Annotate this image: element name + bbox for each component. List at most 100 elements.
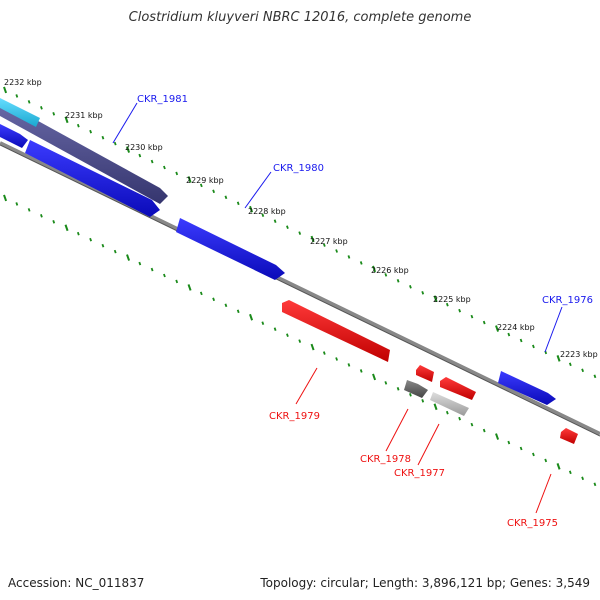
kbp-label: 2226 kbp <box>371 266 409 275</box>
kbp-label: 2225 kbp <box>433 295 471 304</box>
scale-tick <box>593 482 597 487</box>
scale-tick <box>409 285 412 289</box>
scale-tick <box>384 381 388 385</box>
kbp-label: 2223 kbp <box>560 350 598 359</box>
scale-tick <box>52 220 56 224</box>
scale-tick <box>495 325 500 332</box>
scale-tick <box>199 183 203 188</box>
lower-scale-ticks <box>3 194 597 487</box>
scale-tick <box>532 452 535 457</box>
scale-tick <box>298 231 302 235</box>
scale-tick <box>335 357 338 361</box>
scale-tick <box>421 398 425 403</box>
scale-tick <box>199 291 203 296</box>
scale-tick <box>372 265 377 273</box>
scale-tick <box>3 86 8 94</box>
scale-tick <box>224 195 228 200</box>
gene-label-ckr-1979[interactable]: CKR_1979 <box>269 411 320 422</box>
genome-summary-text: Topology: circular; Length: 3,896,121 bp… <box>260 576 590 590</box>
gene-label-leaders <box>112 102 563 514</box>
scale-tick <box>470 314 474 319</box>
gene-ckr-1978-b[interactable] <box>416 365 434 382</box>
gene-ckr-1977[interactable] <box>440 377 476 400</box>
scale-tick <box>249 205 254 213</box>
scale-tick <box>212 189 215 194</box>
scale-tick <box>445 302 449 307</box>
gene-ckr-1977-b[interactable] <box>430 392 469 416</box>
kbp-label: 2227 kbp <box>310 237 348 246</box>
scale-tick <box>495 433 500 440</box>
scale-tick <box>273 219 277 223</box>
scale-tick <box>113 141 117 146</box>
scale-tick <box>273 327 277 331</box>
genome-backbone <box>0 141 600 436</box>
scale-tick <box>298 339 302 343</box>
scale-tick <box>101 243 105 248</box>
scale-tick <box>593 374 597 379</box>
scale-tick <box>482 320 486 325</box>
scale-tick <box>568 362 572 367</box>
gene-ckr-1980[interactable] <box>176 218 285 280</box>
scale-tick <box>113 249 117 254</box>
scale-tick <box>76 231 80 236</box>
gene-label-ckr-1975[interactable]: CKR_1975 <box>507 518 558 529</box>
gene-forward-left[interactable] <box>0 124 28 148</box>
scale-tick <box>187 284 192 291</box>
scale-tick <box>409 393 412 397</box>
scale-tick <box>556 355 561 362</box>
scale-tick <box>335 249 338 253</box>
scale-tick <box>507 440 511 445</box>
gene-ckr-1979[interactable] <box>282 300 390 362</box>
scale-tick <box>236 201 240 206</box>
gene-label-ckr-1976[interactable]: CKR_1976 <box>542 295 593 306</box>
gene-ckr-1981[interactable] <box>0 100 168 204</box>
scale-tick <box>249 313 254 321</box>
scale-tick <box>175 171 179 176</box>
scale-tick <box>150 159 154 164</box>
scale-tick <box>150 267 154 272</box>
scale-tick <box>458 416 461 421</box>
scale-tick <box>359 261 363 265</box>
upper-scale-ticks <box>3 86 597 379</box>
scale-tick <box>445 410 449 415</box>
kbp-label: 2232 kbp <box>4 78 42 87</box>
scale-tick <box>52 112 56 116</box>
scale-tick <box>76 123 80 128</box>
scale-tick <box>138 261 142 266</box>
gene-label-ckr-1981[interactable]: CKR_1981 <box>137 94 188 105</box>
gene-label-ckr-1978[interactable]: CKR_1978 <box>360 454 411 465</box>
scale-tick <box>322 351 326 355</box>
scale-tick <box>89 237 92 242</box>
gene-label-ckr-1980[interactable]: CKR_1980 <box>273 163 324 174</box>
scale-tick <box>40 214 43 218</box>
scale-tick <box>322 243 326 247</box>
map-title: Clostridium kluyveri NBRC 12016, complet… <box>128 10 472 25</box>
scale-tick <box>261 213 265 218</box>
scale-tick <box>581 476 584 481</box>
kbp-label: 2229 kbp <box>186 176 224 185</box>
gene-ckr-1978[interactable] <box>404 380 428 398</box>
gene-forward-a[interactable] <box>25 140 160 217</box>
scale-tick <box>310 235 315 243</box>
scale-tick <box>163 165 166 170</box>
scale-tick <box>556 463 561 470</box>
scale-tick <box>64 116 69 124</box>
gene-cyan-feature[interactable] <box>0 98 40 127</box>
scale-tick <box>187 176 192 183</box>
gene-ckr-1976[interactable] <box>498 371 556 405</box>
scale-tick <box>286 333 289 337</box>
scale-tick <box>519 446 523 451</box>
scale-tick <box>138 153 142 158</box>
scale-tick <box>347 363 351 367</box>
scale-tick <box>396 387 400 391</box>
gene-label-ckr-1977[interactable]: CKR_1977 <box>394 468 445 479</box>
gene-ckr-1975[interactable] <box>560 428 578 444</box>
scale-tick <box>347 255 351 259</box>
accession-text: Accession: NC_011837 <box>8 576 145 590</box>
scale-tick <box>310 343 315 351</box>
scale-tick <box>224 303 228 308</box>
scale-tick <box>396 279 400 283</box>
scale-tick <box>27 100 31 104</box>
kbp-label: 2228 kbp <box>248 207 286 216</box>
